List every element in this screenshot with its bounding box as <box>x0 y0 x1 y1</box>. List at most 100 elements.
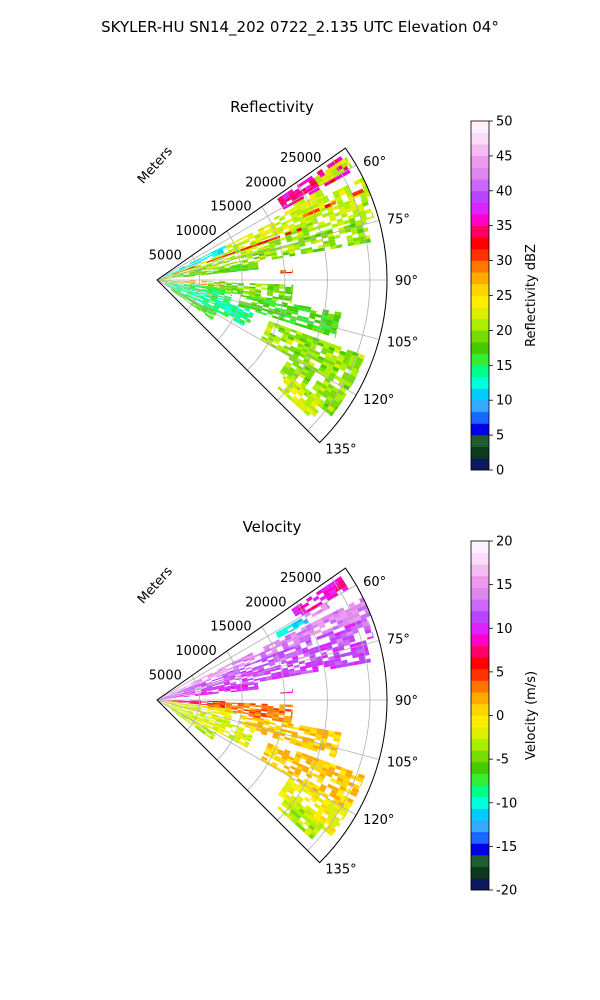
colorbar-segment <box>471 144 489 157</box>
colorbar-segment <box>471 808 489 821</box>
colorbar-segment <box>471 400 489 413</box>
azimuth-tick-label: 90° <box>395 274 418 289</box>
colorbar-segment <box>471 552 489 565</box>
grid-radial <box>156 699 357 816</box>
echo-region <box>280 269 294 274</box>
radial-tick-label: 5000 <box>149 669 182 684</box>
reflectivity-radial-label: Meters <box>135 144 176 187</box>
colorbar-segment <box>471 132 489 145</box>
echo-region <box>302 188 365 218</box>
echo-region <box>277 795 326 840</box>
colorbar-segment <box>471 411 489 424</box>
radial-tick-label: 15000 <box>210 620 251 635</box>
grid-arc <box>186 255 200 311</box>
colorbar-segment <box>471 762 489 774</box>
colorbar-segment <box>471 727 489 740</box>
colorbar-segment <box>471 680 489 693</box>
colorbar-tick-label: 20 <box>496 324 513 339</box>
reflectivity-azimuth-ticks: 60° 75° 90° 105° 120° 135° <box>325 155 418 457</box>
echo-region <box>273 189 325 221</box>
azimuth-tick-label: 75° <box>387 212 410 227</box>
echo-region <box>173 227 302 275</box>
colorbar-segment <box>471 785 489 798</box>
colorbar-segment <box>471 214 489 226</box>
echo-region <box>170 707 217 741</box>
grid-arc <box>216 230 243 341</box>
colorbar-tick-label: 15 <box>496 359 513 374</box>
echo-region <box>163 665 229 698</box>
azimuth-tick-label: 105° <box>387 756 418 771</box>
colorbar-segment <box>471 855 489 868</box>
reflectivity-title: Reflectivity <box>230 98 314 116</box>
colorbar-segment <box>471 446 489 459</box>
colorbar-segment <box>471 622 489 635</box>
colorbar-tick-label: -15 <box>496 840 517 855</box>
colorbar-segment <box>471 330 489 343</box>
colorbar-tick-label: 5 <box>496 429 504 444</box>
grid-radial <box>156 279 357 396</box>
colorbar-segment <box>471 121 489 133</box>
radial-tick-label: 10000 <box>175 644 216 659</box>
echo-region <box>275 618 309 639</box>
grid-arc <box>307 577 371 851</box>
colorbar-tick-label: 40 <box>496 184 513 199</box>
colorbar-tick-label: 10 <box>496 622 513 637</box>
grid-radial <box>156 164 357 281</box>
velocity-title: Velocity <box>243 518 302 536</box>
colorbar-segment <box>471 307 489 320</box>
reflectivity-colorbar: 0 5 10 15 20 25 30 35 40 45 50 <box>470 115 513 479</box>
azimuth-tick-label: 120° <box>363 813 394 828</box>
grid-radial <box>156 640 380 701</box>
colorbar-segment <box>471 657 489 670</box>
reflectivity-panel: Reflectivity 5000 10000 15000 20000 25000 60… <box>135 98 539 479</box>
reflectivity-colorbar-label: Reflectivity dBZ <box>524 244 539 347</box>
velocity-echoes <box>159 576 374 840</box>
colorbar-segment <box>471 283 489 296</box>
azimuth-tick-label: 75° <box>387 632 410 647</box>
colorbar-tick-label: 15 <box>496 578 513 593</box>
colorbar-segment <box>471 260 489 273</box>
echo-region <box>280 689 294 694</box>
azimuth-tick-label: 120° <box>363 393 394 408</box>
colorbar-tick-label: -5 <box>496 753 509 768</box>
colorbar-segment <box>471 866 489 879</box>
colorbar-segment <box>471 773 489 786</box>
echo-region <box>160 197 374 279</box>
velocity-colorbar: -20 -15 -10 -5 0 5 10 15 20 <box>470 535 517 899</box>
colorbar-segment <box>471 225 489 238</box>
colorbar-segment <box>471 423 489 436</box>
colorbar-segment <box>471 155 489 168</box>
radial-tick-label: 25000 <box>280 151 321 166</box>
velocity-colorbar-label: Velocity (m/s) <box>524 671 539 760</box>
echo-region <box>277 375 326 417</box>
echo-region <box>160 617 374 699</box>
colorbar-segment <box>471 610 489 623</box>
colorbar-tick-label: 50 <box>496 115 513 130</box>
colorbar-segment <box>471 796 489 809</box>
echo-region <box>260 742 366 811</box>
radial-tick-label: 20000 <box>245 175 286 190</box>
grid-radial <box>156 220 380 281</box>
colorbar-segment <box>471 248 489 261</box>
figure-suptitle: SKYLER-HU SN14_202 0722_2.135 UTC Elevat… <box>101 18 499 37</box>
colorbar-segment <box>471 634 489 646</box>
grid-radial <box>156 584 357 701</box>
colorbar-segment <box>471 843 489 856</box>
reflectivity-frame <box>156 147 388 444</box>
colorbar-segment <box>471 376 489 389</box>
grid-arc <box>216 650 243 761</box>
colorbar-segment <box>471 365 489 378</box>
colorbar-segment <box>471 738 489 751</box>
colorbar-segment <box>471 703 489 716</box>
colorbar-segment <box>471 318 489 331</box>
radial-tick-label: 25000 <box>280 571 321 586</box>
grid-arc <box>247 206 286 371</box>
echo-region <box>225 597 371 671</box>
colorbar-segment <box>471 878 489 891</box>
echo-region <box>163 245 227 278</box>
colorbar-tick-label: 10 <box>496 394 513 409</box>
colorbar-segment <box>471 750 489 763</box>
colorbar-segment <box>471 715 489 728</box>
colorbar-segment <box>471 295 489 308</box>
